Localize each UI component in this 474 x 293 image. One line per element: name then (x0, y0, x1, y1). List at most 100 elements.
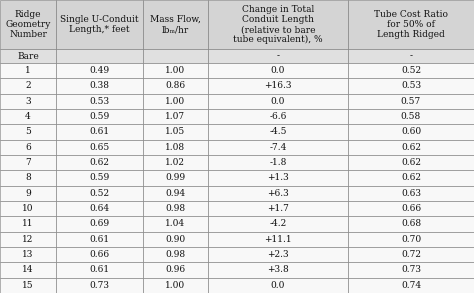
Text: 1.07: 1.07 (165, 112, 185, 121)
Bar (143, 63, 208, 78)
Bar (143, 109, 208, 124)
Text: +2.3: +2.3 (267, 250, 289, 259)
Text: 14: 14 (22, 265, 34, 275)
Bar (348, 216, 474, 232)
Text: 11: 11 (22, 219, 34, 229)
Bar (143, 140, 208, 155)
Bar (56, 247, 143, 262)
Bar (56, 216, 143, 232)
Bar (56, 140, 143, 155)
Bar (0, 170, 56, 186)
Bar (56, 170, 143, 186)
Text: 0.0: 0.0 (271, 281, 285, 290)
Bar (56, 109, 143, 124)
Text: 0.59: 0.59 (89, 112, 109, 121)
Bar (143, 232, 208, 247)
Text: Tube Cost Ratio
for 50% of
Length Ridged: Tube Cost Ratio for 50% of Length Ridged (374, 10, 448, 39)
Bar (143, 278, 208, 293)
Text: 0.66: 0.66 (89, 250, 109, 259)
Bar (208, 170, 348, 186)
Text: 0.99: 0.99 (165, 173, 185, 183)
Bar (348, 94, 474, 109)
Text: 0.61: 0.61 (89, 265, 109, 275)
Text: 7: 7 (25, 158, 31, 167)
Text: 4: 4 (25, 112, 31, 121)
Bar (208, 109, 348, 124)
Text: 0.72: 0.72 (401, 250, 421, 259)
Bar (56, 262, 143, 278)
Bar (143, 78, 208, 94)
Text: 10: 10 (22, 204, 34, 213)
Text: 0.61: 0.61 (89, 127, 109, 137)
Text: 1.04: 1.04 (165, 219, 185, 229)
Bar (208, 155, 348, 170)
Bar (348, 186, 474, 201)
Text: 0.53: 0.53 (401, 81, 421, 91)
Bar (143, 201, 208, 216)
Text: -4.2: -4.2 (269, 219, 287, 229)
Text: 15: 15 (22, 281, 34, 290)
Text: 1.00: 1.00 (165, 281, 185, 290)
Bar (348, 109, 474, 124)
Text: 12: 12 (22, 235, 34, 244)
Text: -6.6: -6.6 (269, 112, 287, 121)
Text: 0.53: 0.53 (89, 97, 109, 106)
Bar (143, 216, 208, 232)
Bar (56, 49, 143, 63)
Text: 0.0: 0.0 (271, 66, 285, 75)
Text: 0.98: 0.98 (165, 250, 185, 259)
Text: +1.7: +1.7 (267, 204, 289, 213)
Text: 0.57: 0.57 (401, 97, 421, 106)
Text: 0.59: 0.59 (89, 173, 109, 183)
Text: 0.63: 0.63 (401, 189, 421, 198)
Text: 0.73: 0.73 (89, 281, 109, 290)
Bar (0, 94, 56, 109)
Bar (208, 94, 348, 109)
Bar (348, 49, 474, 63)
Bar (143, 155, 208, 170)
Text: 1: 1 (25, 66, 31, 75)
Text: 13: 13 (22, 250, 34, 259)
Bar (56, 232, 143, 247)
Bar (208, 232, 348, 247)
Text: +3.8: +3.8 (267, 265, 289, 275)
Text: 1.08: 1.08 (165, 143, 185, 152)
Text: 3: 3 (25, 97, 31, 106)
Bar (143, 0, 208, 49)
Bar (0, 124, 56, 140)
Text: 0.38: 0.38 (89, 81, 109, 91)
Bar (348, 155, 474, 170)
Text: Ridge
Geometry
Number: Ridge Geometry Number (5, 10, 51, 39)
Bar (56, 201, 143, 216)
Bar (348, 170, 474, 186)
Bar (56, 78, 143, 94)
Text: 0.62: 0.62 (401, 143, 421, 152)
Bar (208, 186, 348, 201)
Text: Change in Total
Conduit Length
(relative to bare
tube equivalent), %: Change in Total Conduit Length (relative… (233, 5, 323, 44)
Bar (0, 232, 56, 247)
Text: 0.74: 0.74 (401, 281, 421, 290)
Text: 0.62: 0.62 (401, 173, 421, 183)
Bar (0, 0, 56, 49)
Text: 0.96: 0.96 (165, 265, 185, 275)
Text: +6.3: +6.3 (267, 189, 289, 198)
Text: 0.64: 0.64 (89, 204, 109, 213)
Bar (0, 216, 56, 232)
Text: 0.68: 0.68 (401, 219, 421, 229)
Bar (0, 201, 56, 216)
Bar (143, 247, 208, 262)
Bar (348, 124, 474, 140)
Bar (143, 262, 208, 278)
Text: 0.90: 0.90 (165, 235, 185, 244)
Bar (0, 109, 56, 124)
Bar (208, 278, 348, 293)
Text: 0.49: 0.49 (89, 66, 109, 75)
Text: 0.62: 0.62 (401, 158, 421, 167)
Bar (0, 247, 56, 262)
Bar (143, 49, 208, 63)
Text: -: - (276, 52, 280, 61)
Text: +1.3: +1.3 (267, 173, 289, 183)
Text: 6: 6 (25, 143, 31, 152)
Bar (56, 63, 143, 78)
Text: Mass Flow,
lbₘ/hr: Mass Flow, lbₘ/hr (150, 15, 201, 34)
